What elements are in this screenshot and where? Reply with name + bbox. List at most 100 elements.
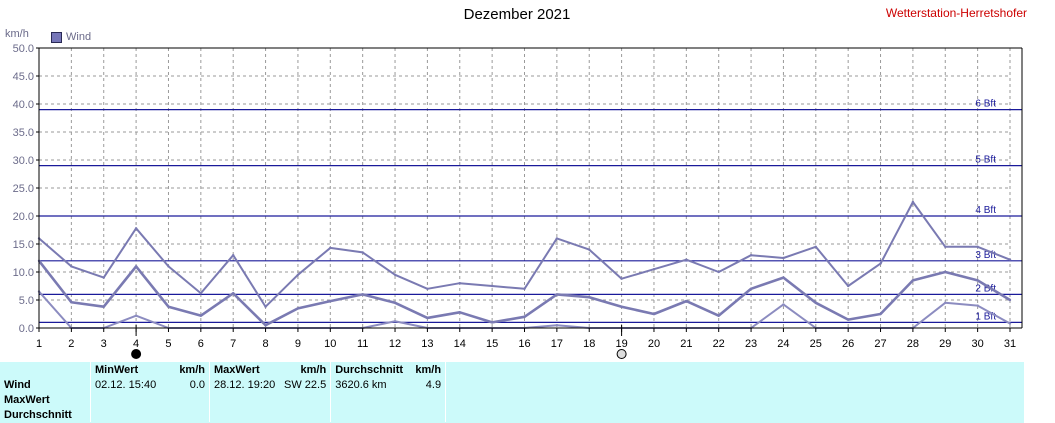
data-point-max	[296, 273, 300, 276]
stats-row-durchschnitt: Durchschnitt	[0, 407, 455, 422]
data-point-max	[911, 200, 915, 204]
x-tick-label: 11	[357, 338, 368, 350]
data-point-min	[555, 324, 559, 327]
data-point-min	[782, 303, 785, 306]
stats-row-maxwert: MaxWert	[0, 392, 455, 407]
data-point-avg	[102, 305, 105, 308]
data-point-max	[393, 273, 397, 276]
data-point-max	[944, 245, 947, 248]
x-tick-label: 18	[583, 338, 595, 350]
y-tick-label: 30.0	[13, 155, 34, 167]
max-header: MaxWert	[209, 362, 280, 377]
row-label-wind: Wind	[4, 378, 31, 391]
data-point-max	[588, 248, 591, 251]
data-point-avg	[134, 265, 138, 268]
data-point-max	[814, 245, 817, 248]
data-point-avg	[458, 311, 461, 314]
data-point-max	[361, 251, 364, 254]
data-point-avg	[70, 301, 73, 304]
data-point-max	[70, 265, 73, 268]
data-point-max	[620, 277, 623, 280]
data-point-avg	[814, 301, 817, 304]
min-value: 0.0	[189, 378, 205, 391]
stats-row-wind: Wind 02.12. 15:40 0.0 28.12. 19:20 SW 22…	[0, 377, 455, 392]
x-tick-label: 15	[486, 338, 498, 350]
data-point-max	[879, 262, 882, 265]
data-point-min	[944, 301, 947, 304]
x-tick-label: 17	[551, 338, 563, 350]
y-tick-label: 25.0	[13, 183, 34, 195]
full-moon-icon	[616, 349, 627, 359]
x-tick-label: 31	[1004, 338, 1016, 350]
data-point-min	[1008, 322, 1012, 325]
x-tick-label: 27	[874, 338, 886, 350]
beaufort-label: 5 Bft	[975, 155, 996, 166]
data-point-max	[555, 237, 559, 240]
avg-unit: km/h	[415, 363, 442, 376]
y-tick-label: 20.0	[13, 211, 34, 223]
beaufort-lines: 1 Bft 2 Bft 3 Bft 4 Bft 5 Bft 6 Bft	[39, 99, 1022, 323]
data-point-max	[102, 276, 105, 279]
data-point-max	[523, 287, 526, 290]
data-point-avg	[555, 293, 559, 296]
data-point-max	[458, 282, 461, 285]
data-point-avg	[652, 312, 656, 316]
stats-header-row: MinWert km/h MaxWert km/h Durchschnitt k…	[0, 362, 455, 377]
row-label-maxwert: MaxWert	[4, 393, 50, 406]
x-tick-label: 26	[842, 338, 854, 350]
y-tick-label: 35.0	[13, 127, 34, 139]
data-point-max	[846, 284, 850, 288]
data-point-avg	[782, 276, 785, 279]
x-tick-label: 1	[36, 338, 42, 350]
data-point-max	[329, 246, 332, 250]
x-tick-label: 30	[972, 338, 984, 350]
x-tick-label: 3	[101, 338, 107, 350]
max-dir-value: SW 22.5	[280, 377, 331, 392]
data-point-max	[134, 227, 138, 230]
data-point-max	[685, 258, 688, 261]
moon-markers	[131, 325, 627, 359]
avg-distance: 3620.6 km	[330, 377, 408, 392]
x-tick-label: 6	[198, 338, 204, 350]
x-tick-label: 5	[165, 338, 171, 350]
data-point-avg	[879, 312, 882, 316]
x-tick-label: 16	[518, 338, 530, 350]
data-point-avg	[361, 293, 364, 296]
data-point-max	[717, 270, 720, 274]
stats-spacer	[445, 362, 455, 377]
beaufort-label: 1 Bft	[975, 311, 996, 322]
data-point-avg	[523, 315, 526, 318]
data-point-avg	[685, 299, 688, 303]
row-label-durchschnitt: Durchschnitt	[4, 408, 72, 421]
chart-grid	[38, 47, 1011, 329]
min-unit: km/h	[179, 363, 205, 376]
x-tick-label: 4	[133, 338, 139, 350]
x-tick-label: 22	[713, 338, 725, 350]
data-point-avg	[232, 292, 235, 295]
data-point-max	[490, 284, 494, 288]
x-tick-label: 21	[680, 338, 692, 350]
tick-labels: 0.0 5.0 10.0 15.0 20.0 25.0 30.0 35.0 40.0 45.0 50…	[13, 43, 1017, 350]
avg-header: Durchschnitt	[330, 362, 408, 377]
x-tick-label: 2	[68, 338, 74, 350]
max-unit: km/h	[300, 363, 327, 376]
data-point-min	[393, 320, 397, 323]
min-datetime: 02.12. 15:40	[90, 377, 161, 392]
y-tick-label: 15.0	[13, 239, 34, 251]
y-tick-label: 10.0	[13, 267, 34, 279]
max-value: 22.5	[304, 378, 327, 391]
x-tick-label: 29	[939, 338, 951, 350]
beaufort-label: 4 Bft	[975, 205, 996, 216]
data-point-avg	[264, 324, 267, 327]
max-date: 28.12.	[214, 378, 245, 391]
legend-swatch	[51, 31, 62, 43]
x-tick-label: 23	[745, 338, 757, 350]
x-tick-label: 20	[648, 338, 660, 350]
x-tick-label: 8	[263, 338, 269, 350]
data-point-max	[976, 245, 979, 248]
min-date: 02.12.	[95, 378, 126, 391]
min-time: 15:40	[128, 378, 157, 391]
data-point-avg	[588, 296, 591, 299]
new-moon-icon	[131, 349, 142, 359]
y-tick-label: 0.0	[19, 323, 34, 335]
